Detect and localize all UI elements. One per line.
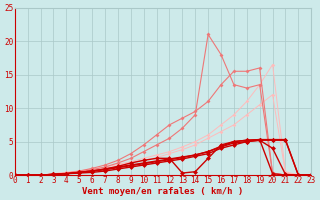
X-axis label: Vent moyen/en rafales ( km/h ): Vent moyen/en rafales ( km/h ) [82,187,244,196]
